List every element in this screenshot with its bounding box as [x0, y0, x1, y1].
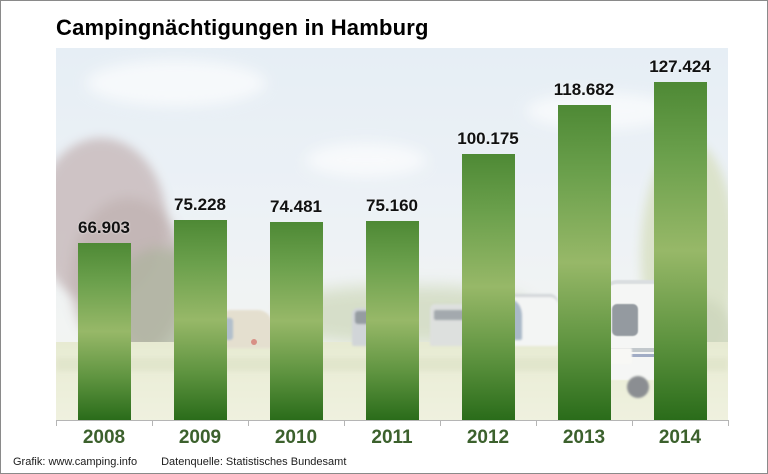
bar-columns: 66.903 75.228 74.481 75.160 100.175 118.682 12…: [56, 48, 728, 420]
axis-ticks: [56, 420, 729, 426]
axis-tick: [56, 420, 57, 426]
year-label-2008: 2008: [82, 427, 126, 448]
x-axis-line: [56, 420, 729, 421]
bar-column-2013: 118.682: [536, 48, 632, 420]
axis-tick: [440, 420, 441, 426]
value-label-2008: 66.903: [78, 218, 130, 237]
photo-cloud: [86, 60, 266, 106]
axis-tick: [728, 420, 729, 426]
bar-column-2008: 66.903: [56, 48, 152, 420]
bar-column-2011: 75.160: [344, 48, 440, 420]
axis-tick: [152, 420, 153, 426]
bar-2014: 127.424: [649, 57, 711, 420]
axis-tick: [344, 420, 345, 426]
bar-2012: 100.175: [457, 129, 519, 420]
footer-credit: Grafik: www.camping.info: [13, 456, 138, 468]
photo-caravan-wheel: [627, 376, 649, 398]
year-label-2014: 2014: [658, 427, 702, 448]
year-labels: 2008 2009 2010 2011 2012 2013 2014: [56, 427, 728, 449]
photo-trailer-window: [434, 310, 470, 320]
value-label-2009: 75.228: [174, 195, 226, 214]
year-label-2009: 2009: [178, 427, 222, 448]
value-label-2013: 118.682: [553, 80, 615, 99]
bar-2011: 75.160: [365, 196, 419, 420]
axis-tick: [248, 420, 249, 426]
year-label-2011: 2011: [371, 427, 413, 448]
bar-2009: 75.228: [173, 195, 227, 420]
footer-source: Datenquelle: Statistisches Bundesamt: [161, 456, 347, 468]
photo-cloud: [306, 143, 426, 177]
bar-2008: 66.903: [77, 218, 131, 420]
photo-red-object: [251, 339, 257, 345]
value-label-2014: 127.424: [649, 57, 711, 76]
year-label-2010: 2010: [274, 427, 318, 448]
bar-2010: 74.481: [269, 197, 323, 420]
value-label-2010: 74.481: [270, 197, 322, 216]
bar-column-2010: 74.481: [248, 48, 344, 420]
year-label-2013: 2013: [562, 427, 606, 448]
photo-caravan-window: [612, 304, 638, 336]
footer: Grafik: www.camping.info Datenquelle: St…: [13, 456, 346, 468]
photo-camping-table: [607, 348, 632, 364]
bar-2013: 118.682: [554, 80, 614, 420]
axis-tick: [536, 420, 537, 426]
bar-column-2009: 75.228: [152, 48, 248, 420]
chart-title: Campingnächtigungen in Hamburg: [56, 15, 429, 40]
bar-column-2012: 100.175: [440, 48, 536, 420]
plot-area: 66.903 75.228 74.481 75.160 100.175 118.682 12…: [56, 48, 728, 420]
year-label-2012: 2012: [466, 427, 510, 448]
axis-tick: [632, 420, 633, 426]
bar-column-2014: 127.424: [632, 48, 728, 420]
value-label-2011: 75.160: [366, 196, 418, 215]
value-label-2012: 100.175: [457, 129, 519, 148]
